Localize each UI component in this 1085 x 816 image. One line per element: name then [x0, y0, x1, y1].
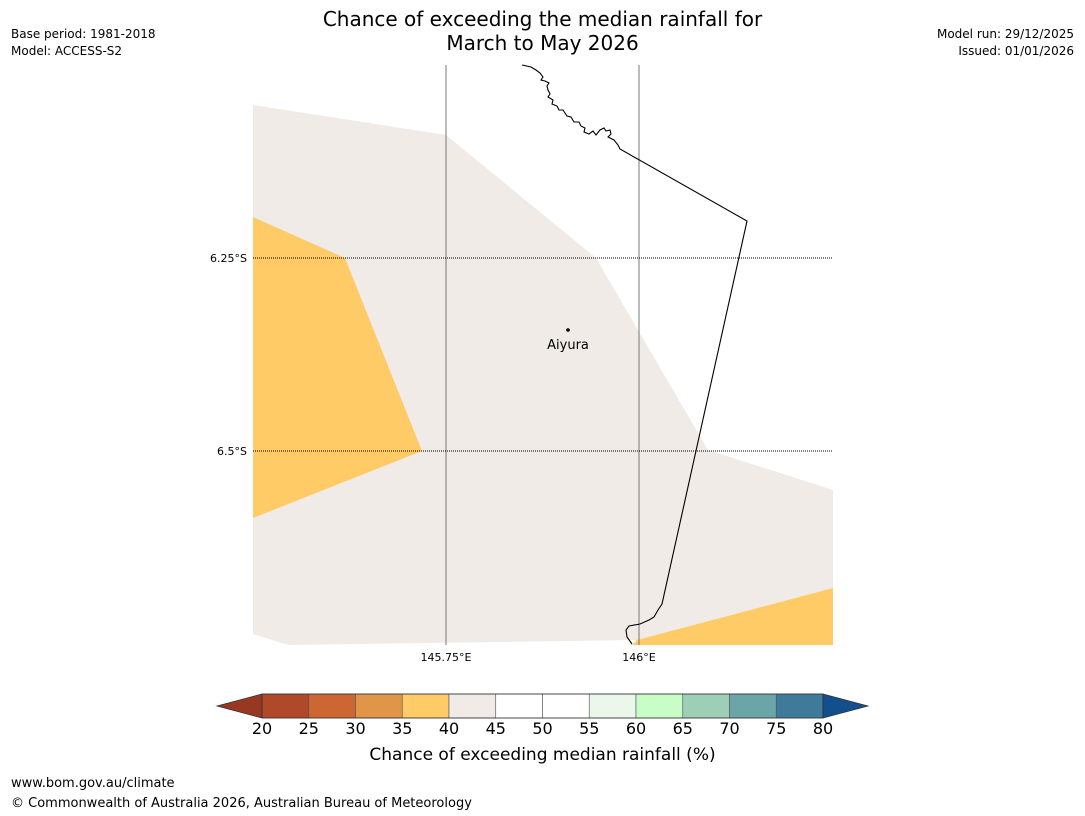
colorbar-over-triangle	[822, 693, 870, 719]
colorbar-cell-65-70	[682, 693, 730, 719]
colorbar-outline	[261, 693, 824, 719]
lon-label-146: 146°E	[622, 651, 655, 664]
footer-url: www.bom.gov.au/climate	[11, 776, 175, 791]
colorbar-tick-55: 55	[579, 719, 600, 738]
colorbar-tick-25: 25	[298, 719, 319, 738]
probability-region-40-45	[253, 105, 833, 645]
lat-label-6-25: 6.25°S	[210, 252, 247, 265]
colorbar-cell-25-30	[308, 693, 356, 719]
colorbar-cell-55-60	[588, 693, 637, 719]
meta-left: Base period: 1981-2018 Model: ACCESS-S2	[11, 26, 156, 60]
colorbar-tick-75: 75	[766, 719, 787, 738]
colorbar-cell-40-45	[448, 693, 497, 719]
lon-label-145-75: 145.75°E	[421, 651, 472, 664]
colorbar-tick-35: 35	[392, 719, 413, 738]
colorbar-cell-30-35	[355, 693, 403, 719]
colorbar-cell-70-75	[729, 693, 777, 719]
colorbar-tick-60: 60	[625, 719, 647, 738]
colorbar-tick-40: 40	[438, 719, 460, 738]
colorbar-tick-70: 70	[719, 719, 740, 738]
issued-text: Issued: 01/01/2026	[958, 44, 1074, 58]
colorbar-cell-35-40	[401, 693, 450, 719]
title-line-2: March to May 2026	[446, 31, 639, 55]
aiyura-marker	[566, 328, 570, 332]
colorbar-cell-60-65	[635, 693, 684, 719]
colorbar-under-triangle	[215, 693, 263, 719]
model-run-text: Model run: 29/12/2025	[936, 27, 1074, 41]
colorbar-tick-20: 20	[251, 719, 273, 738]
probability-region-35-40-southeast	[632, 588, 833, 645]
footer: www.bom.gov.au/climate © Commonwealth of…	[11, 774, 472, 814]
aiyura-label: Aiyura	[547, 338, 589, 353]
colorbar-tick-80: 80	[812, 719, 834, 738]
colorbar-cell-50-55	[542, 693, 590, 719]
colorbar-cell-45-50	[495, 693, 543, 719]
map-canvas: Aiyura 6.25°S 6.5°S 145.75°E 146°E	[210, 64, 833, 664]
boundary-line	[521, 64, 748, 645]
colorbar-cell-75-80	[775, 693, 824, 719]
colorbar-title: Chance of exceeding median rainfall (%)	[369, 745, 716, 765]
colorbar-tick-30: 30	[345, 719, 366, 738]
colorbar-tick-50: 50	[532, 719, 553, 738]
probability-region-35-40-west	[253, 217, 422, 518]
model-text: Model: ACCESS-S2	[11, 44, 123, 58]
colorbar-cell-20-25	[261, 693, 310, 719]
base-period-text: Base period: 1981-2018	[11, 27, 156, 41]
footer-copyright: © Commonwealth of Australia 2026, Austra…	[11, 796, 472, 811]
lat-label-6-5: 6.5°S	[217, 445, 247, 458]
meta-right: Model run: 29/12/2025 Issued: 01/01/2026	[937, 26, 1074, 60]
colorbar-tick-65: 65	[672, 719, 693, 738]
colorbar-tick-45: 45	[485, 719, 506, 738]
map-title: Chance of exceeding the median rainfall …	[0, 7, 1085, 55]
title-line-1: Chance of exceeding the median rainfall …	[322, 7, 763, 31]
